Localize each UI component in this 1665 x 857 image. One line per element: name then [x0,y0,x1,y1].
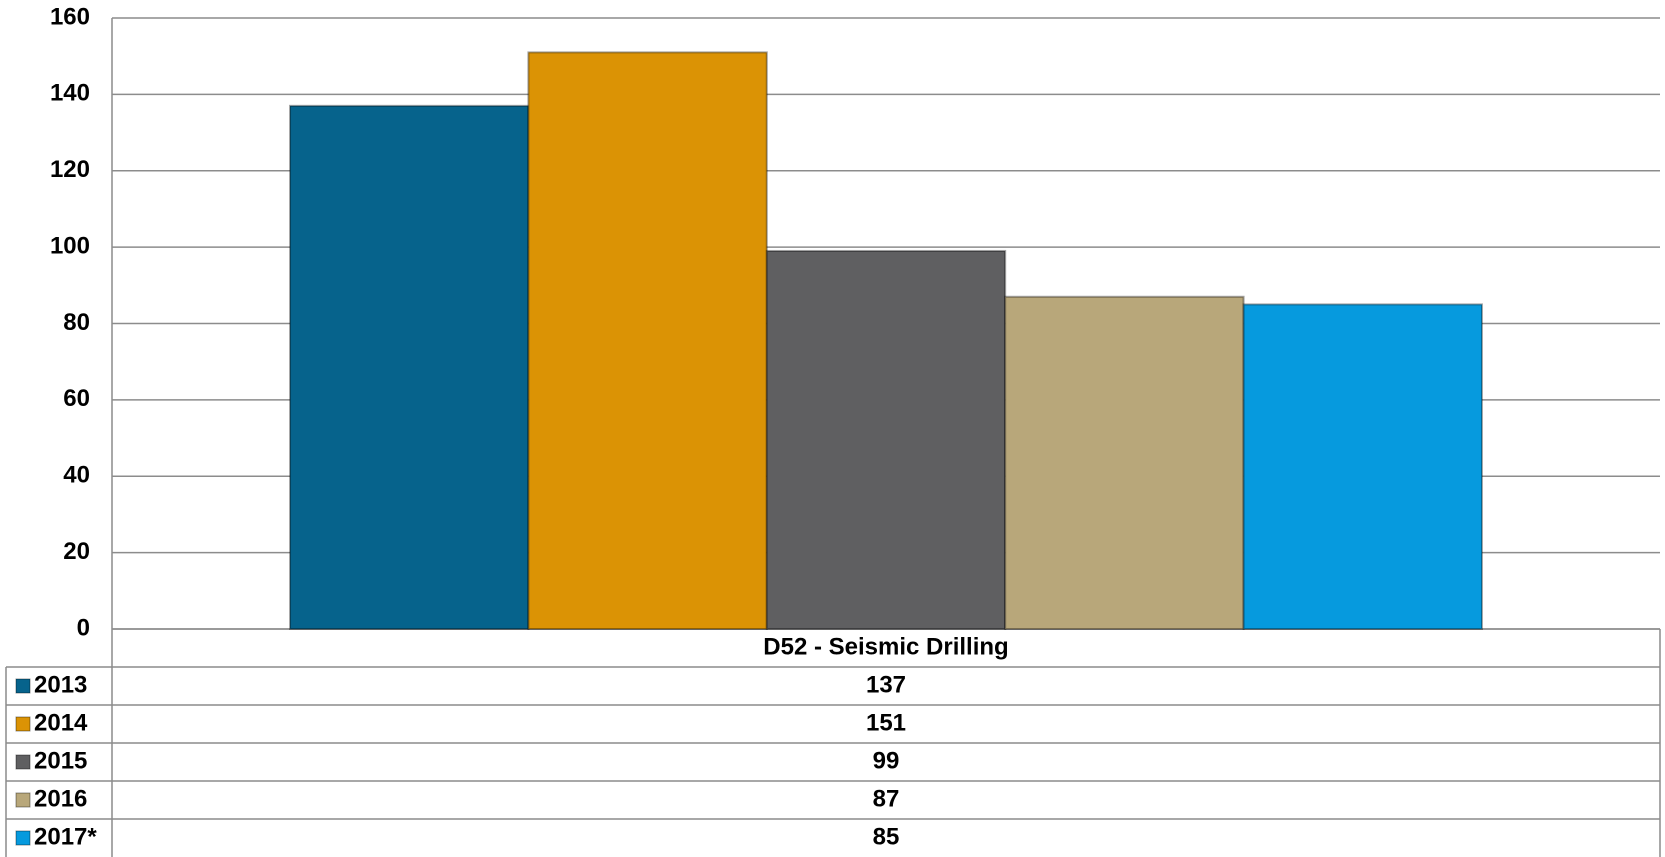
legend-key [15,678,31,694]
bar [1242,303,1483,630]
x-tick-label: D52 - Seismic Drilling [763,633,1008,660]
bar [527,51,768,630]
table-value: 151 [866,709,906,736]
table-value: 87 [873,785,900,812]
legend-label: 2015 [34,747,87,774]
y-tick-label: 140 [50,80,90,107]
legend-key [15,830,31,846]
legend-key [15,716,31,732]
y-tick-label: 60 [63,385,90,412]
y-tick-label: 40 [63,462,90,489]
y-tick-label: 120 [50,156,90,183]
y-tick-label: 80 [63,309,90,336]
table-value: 85 [873,823,900,850]
legend-label: 2014 [34,709,88,736]
bar [1004,295,1245,630]
y-tick-label: 0 [77,614,90,641]
y-tick-label: 100 [50,232,90,259]
legend-label: 2016 [34,785,87,812]
legend-label: 2013 [34,671,87,698]
y-tick-label: 160 [50,3,90,30]
legend-label: 2017* [34,823,97,850]
y-tick-label: 20 [63,538,90,565]
table-value: 99 [873,747,900,774]
bar [765,249,1007,630]
bar [289,104,530,631]
table-value: 137 [866,671,906,698]
legend-key [15,792,31,808]
legend-key [15,754,31,770]
